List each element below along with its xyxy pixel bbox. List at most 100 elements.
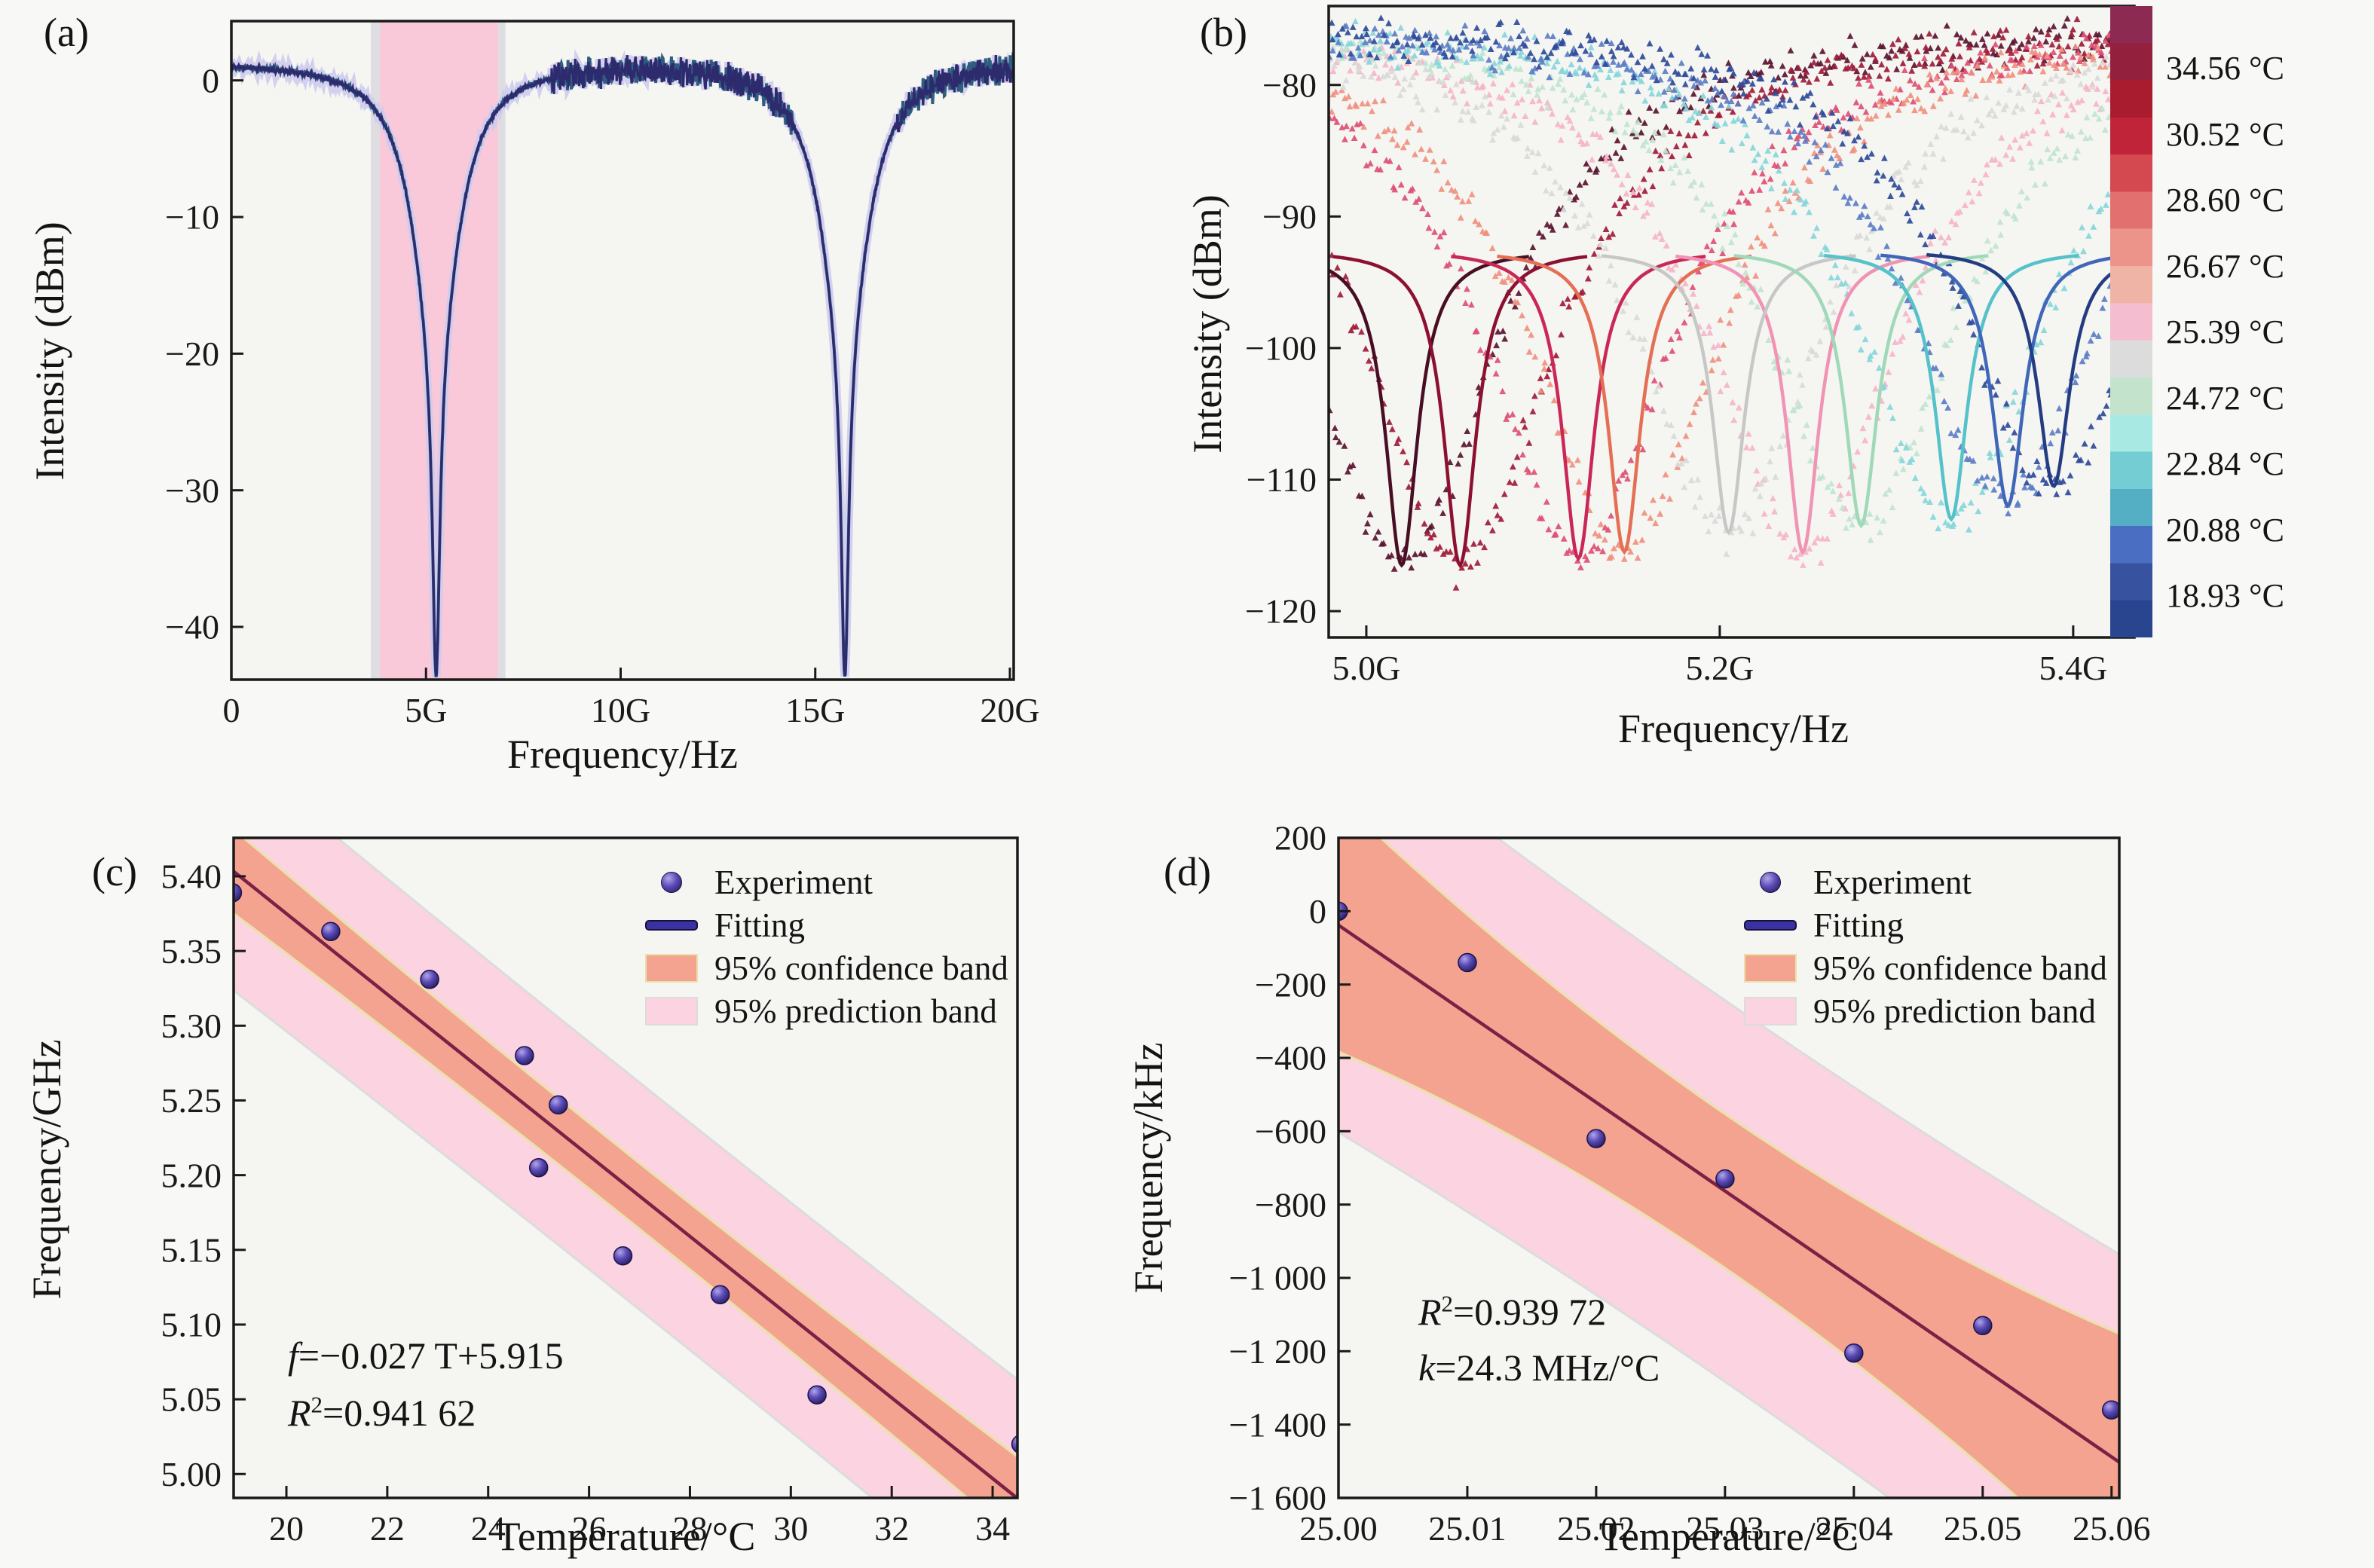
legend-item-confidence-band: 95% confidence band	[1744, 946, 2107, 989]
experiment-point	[321, 922, 341, 942]
panel-b-label: (b)	[1200, 10, 1247, 55]
tick-label-x: 5.2G	[1686, 649, 1754, 687]
colorbar-label: 26.67 °C	[2166, 247, 2284, 285]
tick-label-y: 5.20	[161, 1156, 222, 1194]
panel-b-content	[1329, 14, 2134, 591]
panel-c-legend: Experiment Fitting 95% confidence band 9…	[645, 860, 1008, 1032]
legend-item-prediction-band: 95% prediction band	[645, 989, 1008, 1032]
tick-label-x: 26	[572, 1509, 607, 1548]
series-scatter-25.00°C	[1329, 37, 2134, 557]
tick-label-x: 20	[269, 1509, 304, 1548]
panel-c-r-squared: R2=0.941 62	[288, 1391, 476, 1434]
temperature-colorbar	[2110, 6, 2152, 637]
experiment-point	[2101, 1400, 2119, 1420]
prediction-band-swatch	[1744, 996, 1797, 1025]
experiment-point	[1458, 952, 1477, 973]
panel-d: 25.00 25.01 25.02 25.03 25.04 25.05 25.06 200 0 −…	[1229, 819, 2151, 1548]
tick-label-y: 0	[1309, 892, 1326, 931]
tick-label-y: −1 600	[1229, 1479, 1326, 1518]
tick-label-x: 25.05	[1944, 1509, 2022, 1548]
panel-b: 5.0G 5.2G 5.4G −80 −90 −100 −110 −120	[1245, 5, 2136, 687]
tick-label-y: 5.10	[161, 1306, 222, 1344]
tick-label-y: −200	[1255, 965, 1326, 1004]
legend-item-confidence-band: 95% confidence band	[645, 946, 1008, 989]
experiment-point	[515, 1046, 534, 1065]
experiment-point	[234, 883, 243, 903]
panel-a-xaxis-title: Frequency/Hz	[507, 732, 738, 777]
tick-label-x: 24	[471, 1509, 506, 1548]
panel-a-content	[231, 21, 1014, 680]
series-fit-line-22.84	[1824, 253, 2079, 522]
series-fit-line-18.93	[1926, 252, 2134, 488]
tick-label-y: −1 000	[1229, 1259, 1326, 1297]
tick-label-y: 0	[202, 61, 219, 99]
tick-label-x: 20G	[980, 691, 1039, 729]
fitting-line-icon	[1744, 919, 1797, 931]
legend-item-fitting: Fitting	[645, 903, 1008, 946]
series-fit-line-34.56	[1329, 255, 1529, 568]
panel-d-legend: Experiment Fitting 95% confidence band 9…	[1744, 860, 2107, 1032]
legend-label: 95% prediction band	[1813, 992, 2096, 1030]
tick-label-x: 25.04	[1815, 1509, 1893, 1548]
panel-c-content	[234, 838, 1017, 1498]
panel-a-yaxis-title: Intensity (dBm)	[27, 222, 72, 481]
tick-label-y: 5.05	[161, 1380, 222, 1419]
confidence-band	[1338, 838, 2119, 1498]
experiment-point	[528, 1157, 549, 1178]
tick-label-x: 5G	[405, 691, 447, 729]
fitting-line	[234, 870, 1017, 1498]
legend-item-prediction-band: 95% prediction band	[1744, 989, 2107, 1032]
panel-d-xaxis-title: Temperature/°C	[1598, 1514, 1859, 1559]
legend-item-fitting: Fitting	[1744, 903, 2107, 946]
legend-item-experiment: Experiment	[1744, 860, 2107, 903]
tick-label-y: −120	[1245, 592, 1317, 631]
tick-label-y: −400	[1255, 1039, 1326, 1077]
tick-label-y: 5.15	[161, 1230, 222, 1269]
confidence-band-swatch	[645, 953, 698, 983]
series-scatter-34.56°C	[1329, 15, 2134, 572]
tick-label-y: 5.30	[161, 1007, 222, 1045]
tick-label-x: 22	[370, 1509, 405, 1548]
panel-d-yaxis-title: Frequency/kHz	[1126, 1042, 1171, 1294]
tick-label-x: 5.0G	[1332, 649, 1401, 687]
tick-label-y: −80	[1262, 66, 1317, 104]
tick-label-y: −800	[1255, 1185, 1326, 1224]
panel-b-xaxis-title: Frequency/Hz	[1618, 706, 1849, 751]
tick-label-y: −100	[1245, 329, 1317, 368]
series-fit-line-24.72	[1733, 254, 1989, 529]
experiment-point	[807, 1385, 827, 1404]
colorbar-label: 30.52 °C	[2166, 115, 2284, 153]
panel-c: 20 22 24 26 28 30 32 34 5.00 5.05 5.10 5.15 5.20 5.25…	[161, 836, 1019, 1548]
confidence-band	[234, 838, 1017, 1498]
confidence-band-swatch	[1744, 953, 1797, 983]
fitting-line-icon	[645, 919, 698, 931]
experiment-point	[1844, 1343, 1864, 1363]
series-fit-line-26.67	[1497, 254, 1752, 555]
tick-label-y: 5.00	[161, 1455, 222, 1493]
tick-label-y: −1 200	[1229, 1332, 1326, 1371]
experiment-point	[549, 1095, 568, 1115]
tick-label-y: −90	[1262, 197, 1317, 236]
experiment-point	[1715, 1169, 1735, 1189]
tick-label-y: −30	[165, 471, 219, 509]
colorbar-label: 22.84 °C	[2166, 445, 2284, 482]
tick-label-x: 25.01	[1428, 1509, 1507, 1548]
panel-d-slope-k: k=24.3 MHz/°C	[1418, 1346, 1660, 1389]
experiment-point	[420, 970, 439, 989]
colorbar-label: 18.93 °C	[2166, 577, 2284, 614]
panel-a-label: (a)	[44, 10, 89, 55]
experiment-point	[1586, 1129, 1606, 1148]
legend-label: Experiment	[714, 863, 873, 901]
tick-label-y: −1 400	[1229, 1405, 1326, 1444]
colorbar-label: 25.39 °C	[2166, 313, 2284, 350]
series-fit-line-28.6	[1451, 255, 1706, 562]
experiment-marker-icon	[661, 871, 682, 893]
tick-label-y: 5.35	[161, 932, 222, 970]
tick-label-x: 25.02	[1557, 1509, 1635, 1548]
tick-label-y: 5.25	[161, 1081, 222, 1120]
series-scatter-25.39°C	[1329, 33, 2134, 568]
tick-label-y: −10	[165, 198, 219, 237]
panel-d-content	[1338, 838, 2119, 1498]
tick-label-y: −20	[165, 335, 219, 373]
